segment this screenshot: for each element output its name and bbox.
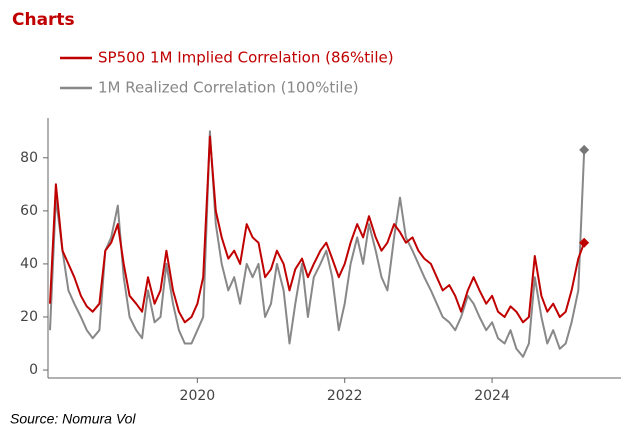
y-tick-label: 0: [29, 362, 38, 378]
x-tick-label: 2020: [180, 388, 216, 404]
chart-title: Charts: [12, 10, 75, 30]
legend-label: 1M Realized Correlation (100%tile): [98, 79, 359, 97]
end-marker: [579, 144, 590, 155]
y-tick-label: 80: [20, 150, 38, 166]
y-tick-label: 20: [20, 309, 38, 325]
y-tick-label: 60: [20, 203, 38, 219]
series-line: [49, 130, 586, 358]
y-tick-label: 40: [20, 256, 38, 272]
end-marker: [579, 237, 590, 248]
x-tick-label: 2024: [474, 388, 510, 404]
source: Source: Nomura Vol: [10, 411, 136, 427]
x-tick-label: 2022: [327, 388, 363, 404]
legend-label: SP500 1M Implied Correlation (86%tile): [98, 49, 394, 67]
series-line: [49, 135, 586, 324]
